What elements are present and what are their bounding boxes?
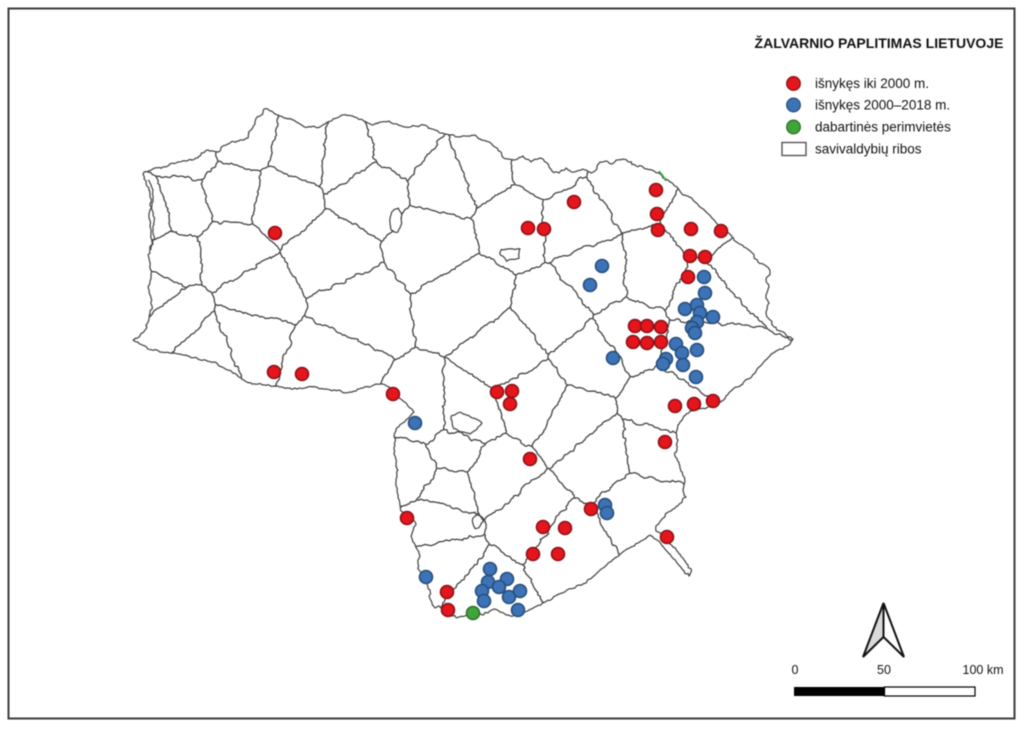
svg-text:išnykęs iki 2000 m.: išnykęs iki 2000 m. [815,76,929,91]
svg-text:dabartinės perimvietės: dabartinės perimvietės [815,120,951,135]
svg-text:50: 50 [877,663,891,677]
svg-text:savivaldybių ribos: savivaldybių ribos [815,142,922,157]
svg-text:išnykęs 2000–2018 m.: išnykęs 2000–2018 m. [815,98,950,113]
svg-text:100 km: 100 km [963,663,1004,677]
svg-text:0: 0 [792,663,799,677]
svg-text:ŽALVARNIO PAPLITIMAS LIETUVOJE: ŽALVARNIO PAPLITIMAS LIETUVOJE [755,34,1004,51]
